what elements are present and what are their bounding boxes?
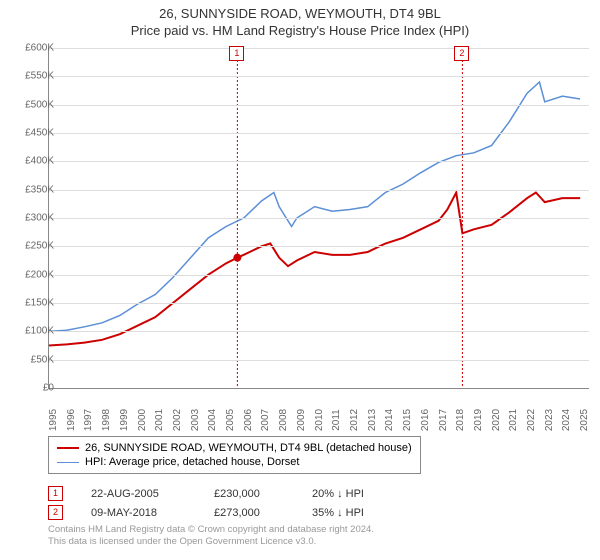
event-marker: 1 — [229, 46, 244, 61]
legend-row: 26, SUNNYSIDE ROAD, WEYMOUTH, DT4 9BL (d… — [57, 441, 412, 455]
x-tick-label: 2003 — [190, 409, 201, 431]
y-tick-label: £100K — [10, 326, 54, 337]
legend-swatch — [57, 462, 79, 463]
sale-price: £273,000 — [214, 507, 284, 519]
x-tick-label: 1999 — [119, 409, 130, 431]
gridline — [49, 161, 589, 162]
series-property — [49, 193, 580, 346]
y-tick-label: £450K — [10, 128, 54, 139]
sale-date: 22-AUG-2005 — [91, 488, 186, 500]
sale-row: 1 22-AUG-2005 £230,000 20% ↓ HPI — [48, 484, 402, 503]
x-tick-label: 2008 — [278, 409, 289, 431]
legend-label: HPI: Average price, detached house, Dors… — [85, 456, 299, 468]
sales-table: 1 22-AUG-2005 £230,000 20% ↓ HPI 2 09-MAY-201… — [48, 484, 402, 522]
x-tick-label: 2007 — [260, 409, 271, 431]
x-axis-labels: 1995 1996 1997 1998 1999 2000 2001 2002 2003 2004… — [48, 392, 588, 432]
gridline — [49, 190, 589, 191]
gridline — [49, 246, 589, 247]
gridline — [49, 133, 589, 134]
x-tick-label: 2005 — [225, 409, 236, 431]
x-tick-label: 2016 — [420, 409, 431, 431]
footer: Contains HM Land Registry data © Crown c… — [48, 524, 374, 549]
series-hpi — [49, 82, 580, 331]
gridline — [49, 303, 589, 304]
y-tick-label: £550K — [10, 71, 54, 82]
event-marker: 2 — [454, 46, 469, 61]
y-tick-label: £600K — [10, 43, 54, 54]
gridline — [49, 218, 589, 219]
x-tick-label: 1996 — [66, 409, 77, 431]
gridline — [49, 76, 589, 77]
sale-diff: 20% ↓ HPI — [312, 488, 402, 500]
legend-label: 26, SUNNYSIDE ROAD, WEYMOUTH, DT4 9BL (d… — [85, 442, 412, 454]
y-tick-label: £300K — [10, 213, 54, 224]
x-tick-label: 2004 — [207, 409, 218, 431]
x-tick-label: 2002 — [172, 409, 183, 431]
x-tick-label: 2025 — [579, 409, 590, 431]
x-tick-label: 2009 — [296, 409, 307, 431]
y-tick-label: £150K — [10, 298, 54, 309]
x-tick-label: 2001 — [154, 409, 165, 431]
sale-date: 09-MAY-2018 — [91, 507, 186, 519]
x-tick-label: 2021 — [508, 409, 519, 431]
sale-price: £230,000 — [214, 488, 284, 500]
title-address: 26, SUNNYSIDE ROAD, WEYMOUTH, DT4 9BL — [0, 6, 600, 21]
gridline — [49, 105, 589, 106]
x-tick-label: 2022 — [526, 409, 537, 431]
footer-line-1: Contains HM Land Registry data © Crown c… — [48, 524, 374, 536]
legend-swatch — [57, 447, 79, 449]
y-tick-label: £0 — [10, 383, 54, 394]
plot-area — [48, 48, 589, 389]
y-tick-label: £250K — [10, 241, 54, 252]
x-tick-label: 2006 — [243, 409, 254, 431]
x-tick-label: 2014 — [384, 409, 395, 431]
x-tick-label: 2000 — [137, 409, 148, 431]
gridline — [49, 275, 589, 276]
x-tick-label: 1995 — [48, 409, 59, 431]
x-tick-label: 2019 — [473, 409, 484, 431]
x-tick-label: 2010 — [314, 409, 325, 431]
legend: 26, SUNNYSIDE ROAD, WEYMOUTH, DT4 9BL (d… — [48, 436, 421, 474]
x-tick-label: 2011 — [331, 409, 342, 431]
x-tick-label: 2024 — [561, 409, 572, 431]
gridline — [49, 360, 589, 361]
title-block: 26, SUNNYSIDE ROAD, WEYMOUTH, DT4 9BL Pr… — [0, 0, 600, 38]
x-tick-label: 2023 — [544, 409, 555, 431]
footer-line-2: This data is licensed under the Open Gov… — [48, 536, 374, 548]
y-tick-label: £50K — [10, 354, 54, 365]
y-tick-label: £400K — [10, 156, 54, 167]
gridline — [49, 48, 589, 49]
x-tick-label: 2015 — [402, 409, 413, 431]
sale-marker: 1 — [48, 486, 63, 501]
legend-row: HPI: Average price, detached house, Dors… — [57, 455, 412, 469]
x-tick-label: 2013 — [367, 409, 378, 431]
x-tick-label: 2018 — [455, 409, 466, 431]
y-tick-label: £200K — [10, 269, 54, 280]
x-tick-label: 1997 — [83, 409, 94, 431]
x-tick-label: 2020 — [491, 409, 502, 431]
sale-diff: 35% ↓ HPI — [312, 507, 402, 519]
sale-marker: 2 — [48, 505, 63, 520]
sale-row: 2 09-MAY-2018 £273,000 35% ↓ HPI — [48, 503, 402, 522]
title-subtitle: Price paid vs. HM Land Registry's House … — [0, 23, 600, 38]
x-tick-label: 2017 — [438, 409, 449, 431]
x-tick-label: 2012 — [349, 409, 360, 431]
gridline — [49, 331, 589, 332]
chart-container: 26, SUNNYSIDE ROAD, WEYMOUTH, DT4 9BL Pr… — [0, 0, 600, 560]
x-tick-label: 1998 — [101, 409, 112, 431]
y-tick-label: £500K — [10, 99, 54, 110]
y-tick-label: £350K — [10, 184, 54, 195]
